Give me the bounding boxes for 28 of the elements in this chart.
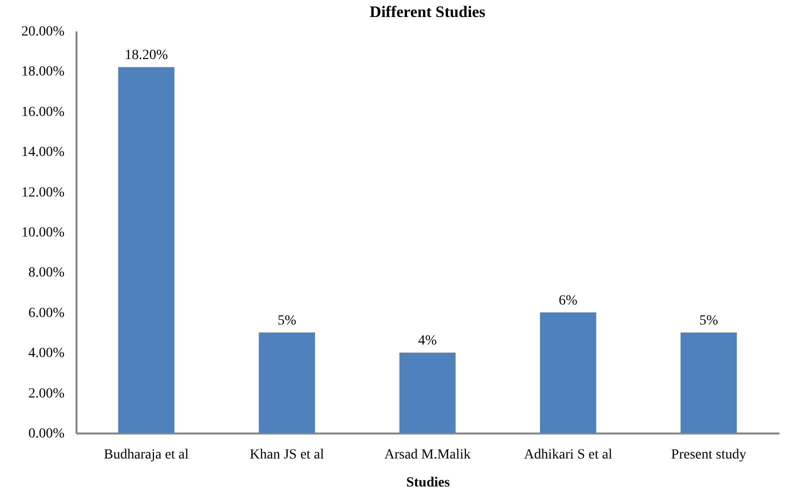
y-tick-label: 18.00%	[21, 64, 65, 80]
chart-title: Different Studies	[370, 4, 486, 21]
y-tick-label: 0.00%	[28, 426, 65, 442]
x-tick-label: Arsad M.Malik	[384, 448, 471, 462]
data-label: 18.20%	[124, 48, 168, 64]
bar	[118, 67, 174, 433]
bar	[399, 352, 456, 433]
y-tick-label: 8.00%	[28, 266, 65, 281]
bar	[540, 312, 596, 433]
data-label: 4%	[418, 334, 438, 349]
bar	[258, 332, 316, 433]
data-label: 5%	[699, 314, 718, 328]
x-axis-title: Studies	[406, 476, 450, 490]
x-tick-label: Budharaja et al	[104, 448, 189, 462]
x-tick-label: Khan JS et al	[250, 448, 324, 462]
data-label: 6%	[558, 293, 578, 308]
x-tick-label: Adhikari S et al	[524, 448, 612, 462]
y-tick-label: 20.00%	[21, 24, 65, 40]
y-tick-label: 2.00%	[28, 386, 65, 402]
y-tick-label: 10.00%	[21, 226, 65, 240]
bar	[680, 332, 737, 433]
data-label: 5%	[278, 314, 297, 328]
y-tick-label: 16.00%	[21, 104, 65, 120]
y-tick-label: 14.00%	[21, 145, 65, 160]
y-tick-label: 12.00%	[21, 185, 65, 200]
x-tick-label: Present study	[671, 448, 746, 462]
y-tick-label: 4.00%	[28, 346, 65, 362]
y-tick-label: 6.00%	[28, 306, 65, 321]
